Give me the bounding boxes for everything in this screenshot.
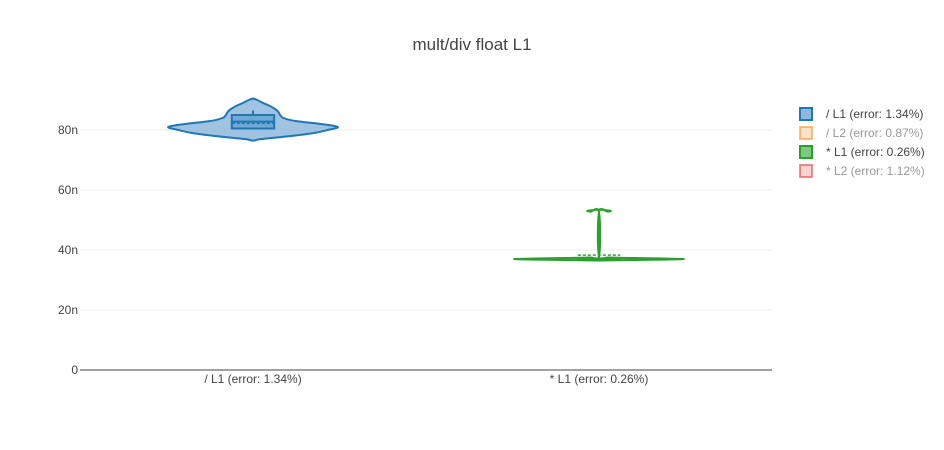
legend-swatch[interactable]	[799, 107, 813, 121]
x-tick-label: / L1 (error: 1.34%)	[204, 372, 301, 386]
legend-label[interactable]: * L2 (error: 1.12%)	[826, 164, 925, 178]
legend-swatch[interactable]	[799, 126, 813, 140]
legend-item[interactable]: / L2 (error: 0.87%)	[799, 126, 923, 140]
violins	[167, 97, 685, 262]
legend-item[interactable]: / L1 (error: 1.34%)	[799, 107, 923, 121]
legend-swatch[interactable]	[799, 145, 813, 159]
x-tick-label: * L1 (error: 0.26%)	[550, 372, 649, 386]
violin-body[interactable]	[167, 97, 339, 142]
violin-* L1 (error: 0.26%)[interactable]	[513, 208, 685, 262]
y-axis: 0 20n 40n 60n 80n	[58, 123, 78, 377]
y-tick-label: 80n	[58, 123, 78, 137]
legend[interactable]: / L1 (error: 1.34%) / L2 (error: 0.87%) * …	[799, 107, 925, 178]
legend-label[interactable]: / L2 (error: 0.87%)	[826, 126, 923, 140]
y-tick-label: 0	[71, 363, 78, 377]
x-axis: / L1 (error: 1.34%) * L1 (error: 0.26%)	[204, 372, 648, 386]
y-tick-label: 40n	[58, 243, 78, 257]
y-tick-label: 20n	[58, 303, 78, 317]
grid	[80, 129, 772, 371]
legend-item[interactable]: * L2 (error: 1.12%)	[799, 164, 925, 178]
legend-item[interactable]: * L1 (error: 0.26%)	[799, 145, 925, 159]
chart-title: mult/div float L1	[412, 35, 531, 54]
legend-swatch[interactable]	[799, 164, 813, 178]
legend-label[interactable]: / L1 (error: 1.34%)	[826, 107, 923, 121]
violin-/ L1 (error: 1.34%)[interactable]	[167, 97, 339, 142]
y-tick-label: 60n	[58, 183, 78, 197]
legend-label[interactable]: * L1 (error: 0.26%)	[826, 145, 925, 159]
